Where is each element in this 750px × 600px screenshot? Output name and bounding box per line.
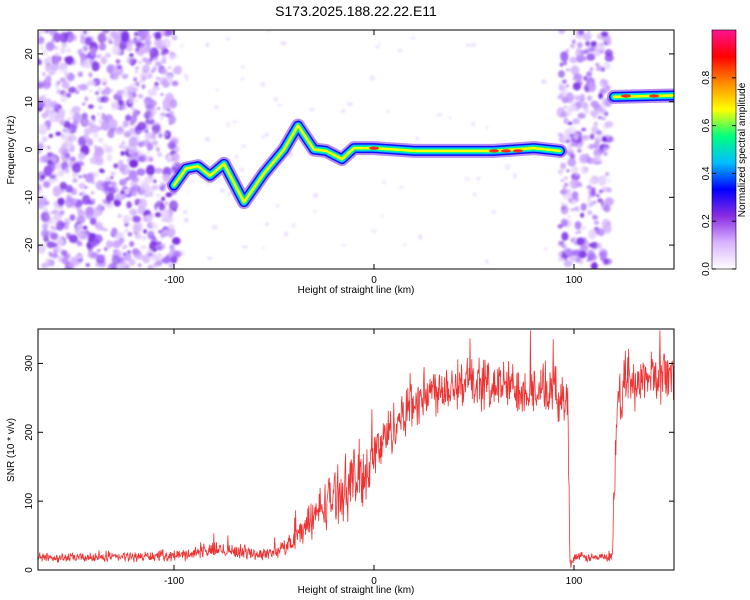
- y-tick-label: 20: [24, 48, 35, 60]
- x-tick-label: -100: [164, 576, 184, 587]
- snr-panel: -100 0 100 0 100 200 300 Height of straight l…: [6, 328, 675, 596]
- x-tick-label: 0: [371, 275, 377, 286]
- spectrogram-noise: [38, 30, 614, 269]
- snr-background: [38, 329, 674, 570]
- snr-series-line: [38, 330, 674, 568]
- snr-x-ticks: -100 0 100: [164, 329, 583, 587]
- snr-x-axis-label: Height of straight line (km): [298, 585, 415, 596]
- colorbar-tick-label: 0.0: [701, 262, 712, 276]
- spectrogram-peak: [501, 149, 511, 153]
- colorbar-label: Normalized spectral amplitude: [737, 82, 748, 217]
- x-tick-label: -100: [164, 275, 184, 286]
- spectrogram-x-axis-label: Height of straight line (km): [298, 285, 415, 296]
- y-tick-label: 0: [24, 567, 35, 573]
- spectrogram-peak: [369, 146, 379, 150]
- colorbar-tick-label: 0.2: [701, 214, 712, 228]
- y-tick-label: 0: [24, 146, 35, 152]
- y-tick-label: 100: [24, 492, 35, 509]
- figure-title: S173.2025.188.22.22.E11: [275, 3, 437, 19]
- colorbar-tick-label: 0.6: [701, 118, 712, 132]
- spectrogram-peak: [649, 94, 659, 98]
- colorbar-strip: [711, 29, 737, 270]
- colorbar-ticks: 0.0 0.2 0.4 0.6 0.8: [701, 70, 736, 276]
- snr-y-ticks: 0 100 200 300: [24, 355, 674, 573]
- x-tick-label: 100: [566, 275, 583, 286]
- colorbar-tick-label: 0.4: [701, 166, 712, 180]
- spectrogram-y-axis-label: Frequency (Hz): [6, 116, 17, 185]
- x-tick-label: 100: [566, 576, 583, 587]
- snr-y-axis-label: SNR (10 * v/v): [6, 418, 17, 482]
- x-tick-label: 0: [371, 576, 377, 587]
- snr-frame: [37, 328, 675, 571]
- spectrogram-y-ticks: -20 -10 0 10 20: [24, 48, 674, 252]
- colorbar: 0.0 0.2 0.4 0.6 0.8 Normalized spectral ampl…: [701, 29, 748, 276]
- y-tick-label: -20: [24, 237, 35, 252]
- colorbar-tick-label: 0.8: [701, 70, 712, 84]
- y-tick-label: -10: [24, 190, 35, 205]
- y-tick-label: 200: [24, 424, 35, 441]
- spectrogram-peak: [621, 94, 631, 98]
- spectrogram-peak: [513, 149, 523, 153]
- spectrogram-peak: [489, 149, 499, 153]
- spectrogram-image: [38, 30, 674, 269]
- spectrogram-ridge: [167, 88, 674, 210]
- y-tick-label: 10: [24, 96, 35, 108]
- y-tick-label: 300: [24, 355, 35, 372]
- spectrogram-x-ticks: -100 0 100: [164, 30, 583, 286]
- snr-plot: [38, 330, 674, 568]
